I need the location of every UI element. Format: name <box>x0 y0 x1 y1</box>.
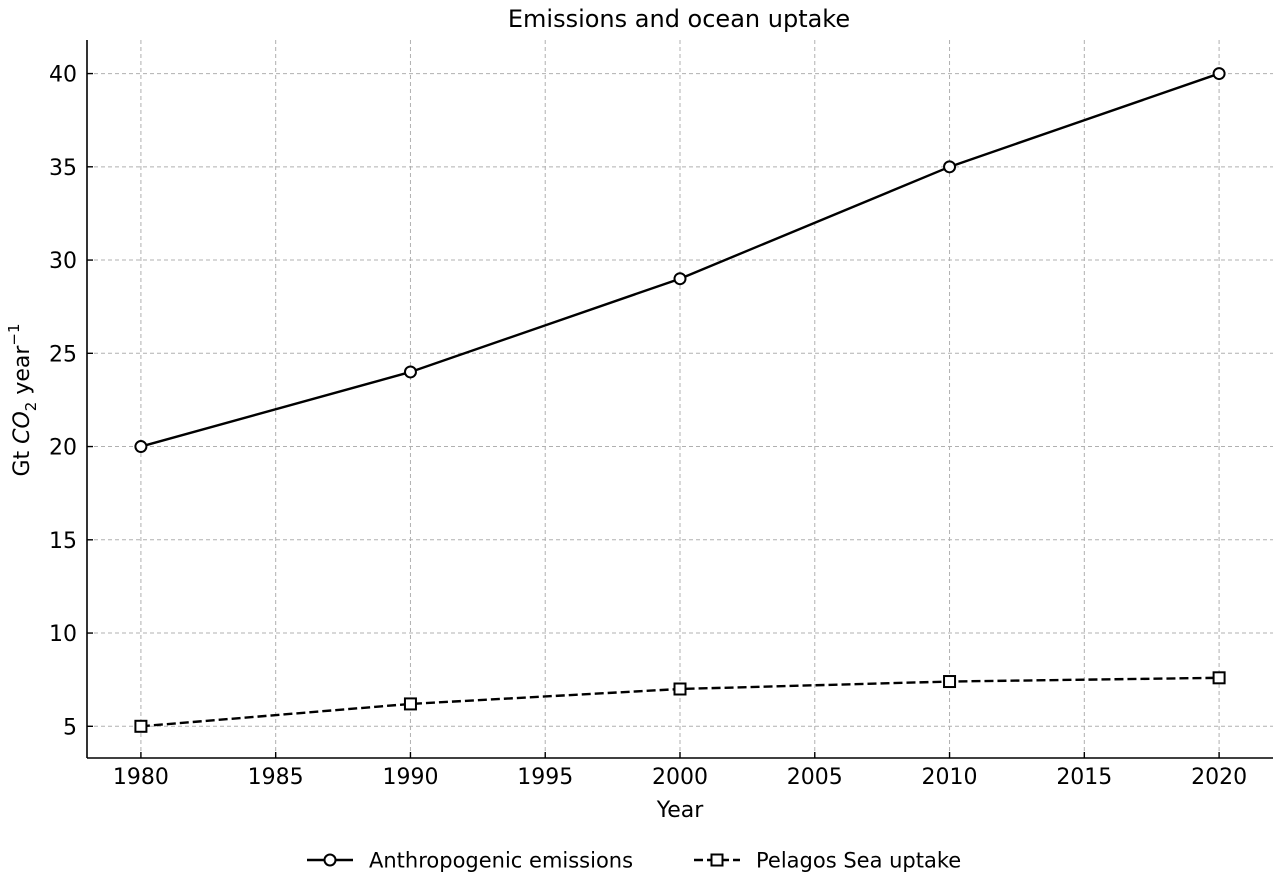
x-tick-label: 2000 <box>652 765 708 790</box>
legend-item: Anthropogenic emissions <box>307 849 633 873</box>
series-pelagos-sea-uptake <box>134 671 1226 733</box>
x-tick-label: 1995 <box>517 765 573 790</box>
data-point <box>134 440 148 454</box>
x-tick-label: 2010 <box>922 765 978 790</box>
data-point <box>403 697 417 711</box>
y-axis-title-subscript: 2 <box>22 402 40 412</box>
legend-item: Pelagos Sea uptake <box>694 849 961 873</box>
data-point <box>673 272 687 286</box>
gridlines <box>87 40 1273 758</box>
data-point <box>403 365 417 379</box>
x-tick-label: 1990 <box>382 765 438 790</box>
y-axis-title: Gt CO2 year−1 <box>5 323 40 476</box>
legend: Anthropogenic emissions Pelagos Sea uptak… <box>307 849 961 873</box>
y-tick-label: 15 <box>49 529 77 554</box>
y-tick-label: 40 <box>49 63 77 88</box>
x-tick-label: 2020 <box>1191 765 1247 790</box>
y-tick-label: 5 <box>63 715 77 740</box>
legend-label: Anthropogenic emissions <box>369 849 633 873</box>
data-series <box>134 67 1226 733</box>
y-tick-label: 30 <box>49 249 77 274</box>
legend-marker <box>323 853 337 867</box>
series-anthropogenic-emissions <box>134 67 1226 454</box>
chart-title: Emissions and ocean uptake <box>508 5 850 33</box>
x-axis-title: Year <box>656 798 705 823</box>
y-tick-label: 25 <box>49 342 77 367</box>
data-point <box>1212 67 1226 81</box>
data-point <box>1212 671 1226 685</box>
legend-label: Pelagos Sea uptake <box>756 849 961 873</box>
y-tick-label: 20 <box>49 436 77 461</box>
legend-marker <box>710 853 724 867</box>
y-axis-title-superscript: −1 <box>5 323 23 345</box>
y-axis-title-prefix: Gt <box>10 444 35 477</box>
data-point <box>943 160 957 174</box>
data-point <box>673 682 687 696</box>
x-tick-label: 2015 <box>1056 765 1112 790</box>
y-tick-label: 35 <box>49 156 77 181</box>
x-tick-label: 2005 <box>787 765 843 790</box>
y-tick-label: 10 <box>49 622 77 647</box>
data-point <box>943 675 957 689</box>
y-axis-title-chem: CO <box>10 411 35 444</box>
y-axis-title-unit: year <box>10 345 35 402</box>
x-tick-label: 1980 <box>113 765 169 790</box>
data-point <box>134 719 148 733</box>
x-tick-label: 1985 <box>248 765 304 790</box>
axes <box>86 40 1273 759</box>
tick-labels: 1980 1985 1990 1995 2000 2005 2010 2015 2020 5 10 1… <box>49 63 1247 790</box>
